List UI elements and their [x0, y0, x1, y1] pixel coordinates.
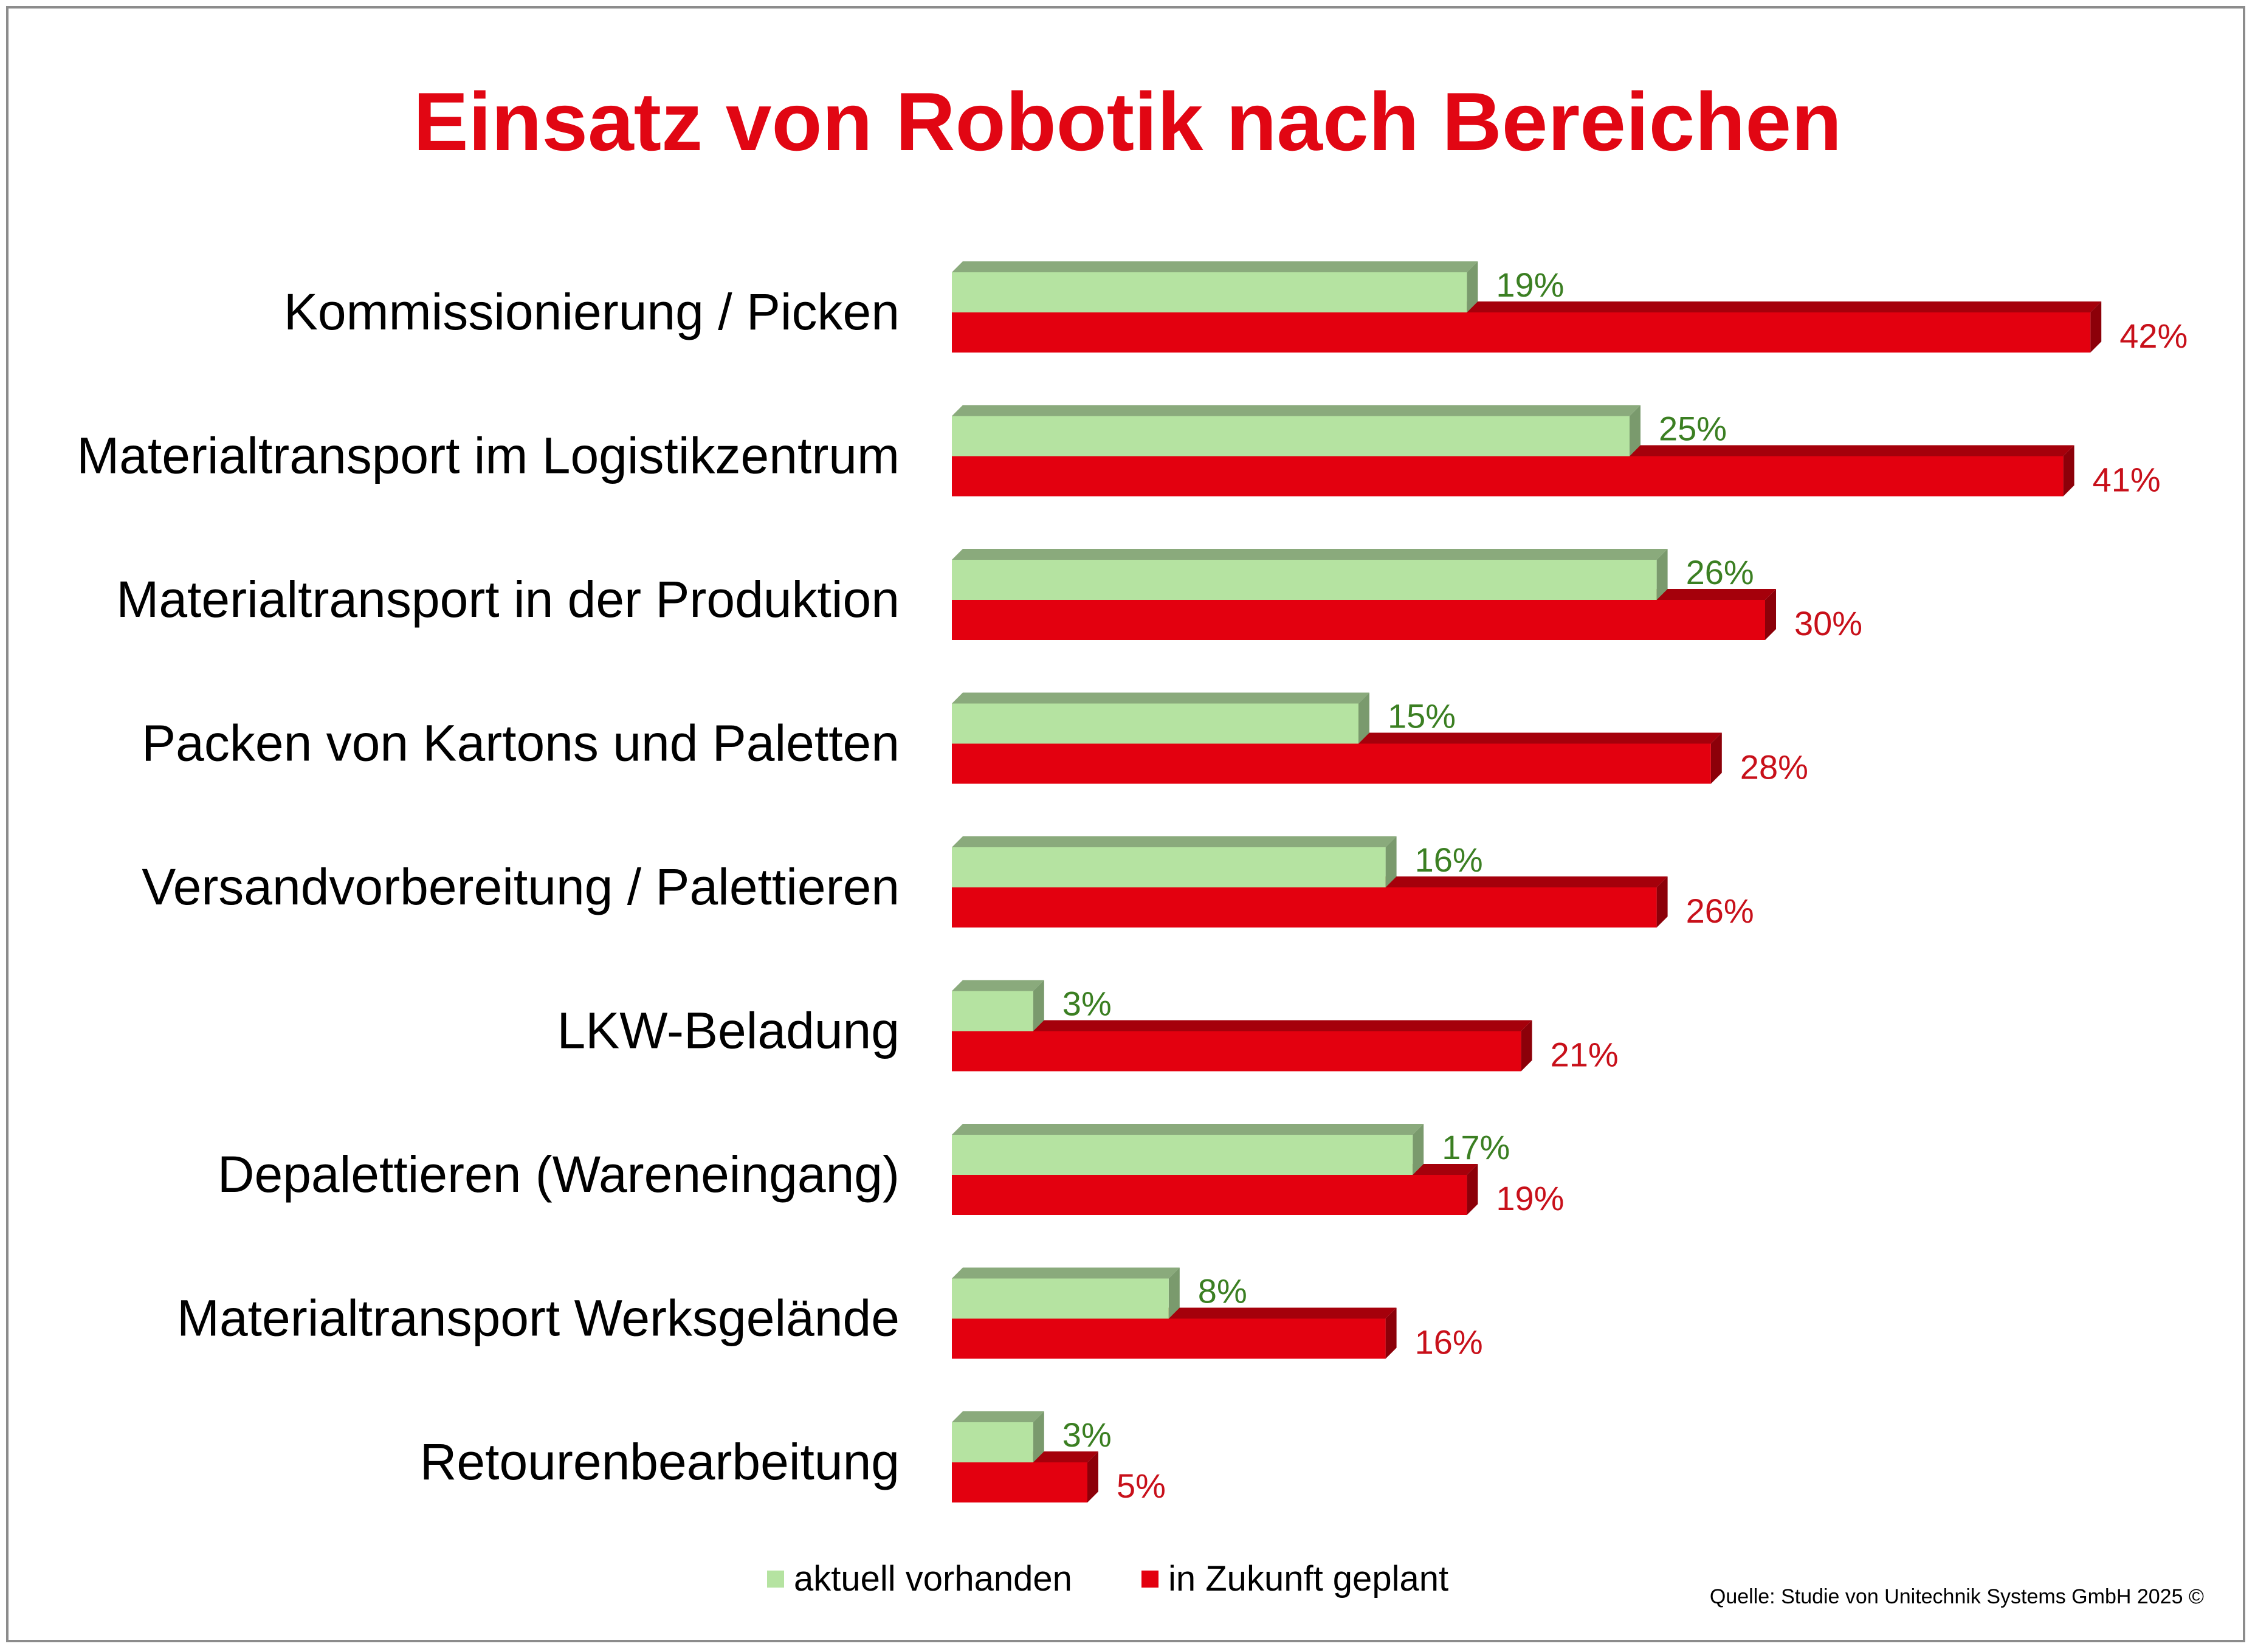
- legend-label-planned: in Zukunft geplant: [1168, 1559, 1448, 1599]
- bar-planned-side: [1765, 589, 1776, 640]
- bar-current-top: [952, 1267, 1180, 1279]
- bar-current-front: [952, 1422, 1033, 1462]
- category-label: Retourenbearbeitung: [420, 1433, 900, 1490]
- source-note: Quelle: Studie von Unitechnik Systems Gm…: [1709, 1585, 2204, 1608]
- data-label-planned: 42%: [2119, 317, 2188, 355]
- data-label-current: 19%: [1496, 266, 1564, 304]
- category-label: Depalettieren (Wareneingang): [218, 1146, 900, 1203]
- bar-current-front: [952, 272, 1467, 312]
- data-label-planned: 26%: [1686, 892, 1754, 930]
- data-label-planned: 5%: [1117, 1467, 1166, 1505]
- data-label-planned: 16%: [1415, 1323, 1483, 1361]
- bar-current-side: [1033, 980, 1044, 1031]
- bar-planned-front: [952, 1031, 1521, 1072]
- bar-planned-side: [1385, 1307, 1397, 1359]
- category-label: Materialtransport in der Produktion: [116, 571, 900, 628]
- category-label: Versandvorbereitung / Palettieren: [142, 858, 900, 915]
- category-label: Materialtransport Werksgelände: [177, 1290, 900, 1347]
- bar-current-top: [952, 836, 1397, 847]
- bar-planned: [952, 876, 1668, 928]
- bar-planned-front: [952, 1318, 1386, 1359]
- bar-planned-side: [2090, 301, 2102, 353]
- data-label-planned: 30%: [1794, 604, 1862, 642]
- data-label-planned: 28%: [1740, 748, 1808, 786]
- legend-swatch-current: [767, 1571, 784, 1588]
- data-label-current: 25%: [1659, 410, 1727, 448]
- chart-title: Einsatz von Robotik nach Bereichen: [413, 75, 1842, 168]
- bar-current-side: [1656, 549, 1668, 600]
- data-label-current: 3%: [1062, 1416, 1112, 1454]
- bar-current-side: [1385, 836, 1397, 887]
- bar-current-front: [952, 560, 1657, 600]
- legend-swatch-planned: [1141, 1571, 1158, 1588]
- data-label-current: 16%: [1415, 841, 1483, 879]
- category-label: Packen von Kartons und Paletten: [142, 715, 900, 772]
- bar-planned-side: [1521, 1020, 1532, 1072]
- bar-current-side: [1467, 261, 1478, 312]
- bar-current-side: [1168, 1267, 1180, 1319]
- bar-planned-front: [952, 1175, 1467, 1215]
- data-label-planned: 19%: [1496, 1179, 1564, 1217]
- bar-current-front: [952, 1135, 1413, 1175]
- bar-planned-front: [952, 312, 2091, 353]
- data-label-planned: 21%: [1551, 1036, 1619, 1074]
- bar-current: [952, 1411, 1044, 1462]
- data-label-current: 17%: [1442, 1128, 1510, 1166]
- data-label-current: 3%: [1062, 985, 1112, 1023]
- bar-planned: [952, 1020, 1532, 1072]
- bar-current-top: [952, 1124, 1424, 1135]
- bar-current-front: [952, 703, 1358, 744]
- bar-planned-side: [1087, 1451, 1098, 1502]
- bar-current-top: [952, 261, 1478, 272]
- bar-current-front: [952, 416, 1630, 456]
- bar-current: [952, 405, 1640, 456]
- bar-planned-side: [2063, 445, 2074, 497]
- bar-current: [952, 980, 1044, 1031]
- bar-planned-front: [952, 887, 1657, 928]
- bar-current-top: [952, 405, 1640, 416]
- bar-planned-front: [952, 600, 1765, 640]
- bar-planned-front: [952, 456, 2064, 497]
- bar-current-top: [952, 980, 1044, 991]
- legend: aktuell vorhanden in Zukunft geplant: [767, 1559, 1448, 1599]
- bar-current: [952, 1124, 1424, 1175]
- bar-current: [952, 549, 1668, 600]
- category-label: LKW-Beladung: [557, 1002, 900, 1059]
- bar-current-front: [952, 1278, 1169, 1319]
- bar-current: [952, 261, 1478, 312]
- data-label-current: 15%: [1388, 697, 1456, 735]
- bar-current: [952, 1267, 1180, 1319]
- bar-planned-side: [1710, 732, 1722, 784]
- bar-current-top: [952, 549, 1668, 560]
- bar-current: [952, 836, 1397, 887]
- bar-current-side: [1033, 1411, 1044, 1462]
- bar-current-side: [1358, 692, 1369, 744]
- bar-planned-side: [1467, 1164, 1478, 1215]
- category-label: Materialtransport im Logistikzentrum: [77, 427, 900, 484]
- data-label-planned: 41%: [2093, 461, 2161, 499]
- bar-planned-top: [952, 1020, 1532, 1031]
- bar-current-top: [952, 1411, 1044, 1422]
- bar-current-front: [952, 847, 1386, 887]
- bar-current-top: [952, 692, 1369, 704]
- bar-planned-front: [952, 743, 1711, 784]
- data-label-current: 26%: [1686, 553, 1754, 591]
- legend-label-current: aktuell vorhanden: [794, 1559, 1072, 1599]
- bar-planned-front: [952, 1462, 1087, 1502]
- data-label-current: 8%: [1198, 1272, 1247, 1310]
- bar-current: [952, 692, 1369, 744]
- category-label: Kommissionierung / Picken: [284, 283, 900, 340]
- bar-current-front: [952, 991, 1033, 1031]
- bar-current-side: [1413, 1124, 1424, 1175]
- bar-current-side: [1630, 405, 1640, 456]
- bar-planned-side: [1656, 876, 1668, 928]
